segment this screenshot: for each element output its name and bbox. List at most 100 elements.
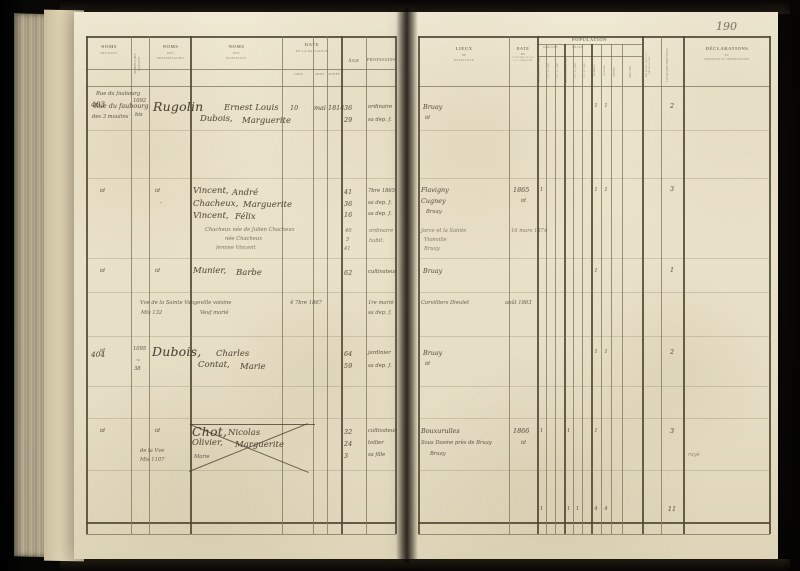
- pop-mark-garcons: 1: [539, 187, 544, 193]
- header-label: DÉCLARATIONS: [705, 46, 749, 51]
- birthplace-2: Cugney: [421, 197, 446, 205]
- page-number: 190: [716, 20, 737, 33]
- age-sub-3: 41: [344, 246, 351, 252]
- birthplace-sub-1: Jarce et la Sainte: [421, 228, 467, 234]
- birthplace-1: Flavigny: [421, 186, 449, 194]
- header-sublabel2: mentions et observations: [704, 57, 750, 61]
- profession-3: sa dep. f.: [368, 211, 392, 217]
- total-individus: 3: [669, 427, 675, 435]
- entry-date-sub: 16 mars 1874: [511, 228, 548, 234]
- age-sub-1: 40: [345, 228, 352, 234]
- profession-2: sa dep. f.: [368, 117, 392, 123]
- surname: Dubois,: [152, 344, 202, 359]
- header-pop-veufs: Veufs: [613, 67, 616, 77]
- pop-mark-hommes: 1: [594, 187, 598, 193]
- header-label: POPULATION: [571, 37, 608, 42]
- header-date-naissance: DATE de la naissance: [284, 42, 340, 54]
- header-population: POPULATION: [537, 37, 642, 44]
- street-name-upper: Rue du faubourg: [96, 91, 141, 97]
- header-numero-maison: NUMÉRO des maisons: [133, 53, 141, 75]
- birthplace-1: Bruay: [423, 349, 443, 357]
- profession-3: sa fille: [368, 452, 386, 458]
- given-name-line3: Félix: [235, 212, 256, 222]
- age-1: 41: [344, 188, 353, 196]
- header-sublabel2: l'entrée dans la commune: [512, 56, 534, 63]
- profession-2: sa dep. f.: [368, 200, 392, 206]
- totals-pop-3: 1: [575, 506, 580, 512]
- given-name: Ernest Louis: [224, 103, 279, 113]
- header-population-garcons: GARÇONS: [543, 46, 558, 49]
- marriage-note-profession: 1re marié: [368, 300, 394, 306]
- pop-mark-hommes: 1: [594, 349, 598, 355]
- given-name-line2: Marguerite: [243, 200, 293, 210]
- header-noms-des-rues: NOMS des rues: [88, 44, 130, 56]
- birthplace-sub-2: Vionville: [424, 237, 447, 243]
- header-date-annee: Année: [328, 72, 340, 76]
- row-note-line2: Mis 1107: [140, 457, 165, 463]
- pop-mark-femmes: 1: [604, 349, 608, 355]
- street-name: Rue du faubourg: [94, 102, 149, 110]
- birth-day: 10: [290, 104, 299, 112]
- header-sublabel: de: [461, 52, 467, 57]
- profession-1: 7bre 1865: [368, 188, 396, 194]
- header-pop-veuves: Veuves: [629, 65, 632, 79]
- given-name: Charles: [216, 349, 250, 359]
- birthplace-1: Bruay: [423, 103, 443, 111]
- marriage-note-profession-2: sa dep. f.: [368, 310, 392, 316]
- totals-total-individus: 11: [667, 505, 677, 513]
- header-sublabel2: propriétaires: [156, 55, 185, 60]
- header-sublabel: de la naissance: [295, 48, 329, 53]
- house-number: 1092: [133, 98, 147, 104]
- given-name: Nicolas: [228, 428, 261, 438]
- pop-mark-hommes: 1: [594, 103, 598, 109]
- entry-date-2: id: [521, 440, 526, 446]
- header-pop-garcons-col3: de 3 à 7 ans: [557, 63, 559, 79]
- sub-note-1: Chacheux née de Julien Chacheux: [205, 227, 295, 233]
- profession-1: jardinier: [368, 350, 391, 356]
- birthplace-2: Sous Dosme près de Bruay: [421, 440, 492, 446]
- header-pop-filles-col3: de 3 à 7 ans: [584, 63, 586, 79]
- profession-1: cultivateur: [368, 428, 397, 434]
- birth-year: 1814: [328, 104, 345, 112]
- header-date-entree: DATE de l'entrée dans la commune: [510, 46, 536, 64]
- marriage-note-date: 4 7bre 1867: [290, 300, 322, 306]
- header-nom-habitants: NOMS des habitants: [192, 44, 281, 60]
- age-1: 62: [344, 269, 353, 277]
- street-name-2: des 3 moulins: [92, 114, 129, 120]
- profession-sub-1: ordinaire: [369, 228, 394, 234]
- age-sub-2: 5: [346, 237, 350, 243]
- header-label: DATE: [516, 46, 530, 51]
- totals-pop-1: 1: [539, 506, 544, 512]
- spouse-given: Marguerite: [242, 116, 292, 126]
- birthplace-1: Bruay: [423, 267, 443, 275]
- header-profession: PROFESSION: [367, 58, 396, 64]
- header-lieux-naissance: LIEUX de naissance: [420, 46, 508, 62]
- header-sublabel: de: [520, 52, 526, 56]
- book-board-top-edge: [60, 0, 790, 14]
- surname-line3: Vincent,: [193, 211, 229, 221]
- surname-line2: Chacheux,: [193, 199, 239, 209]
- pop-mark-filles: 1: [566, 428, 571, 434]
- totals-pop-2: 1: [566, 506, 571, 512]
- age-2: 59: [344, 362, 353, 370]
- entry-date-2: id: [521, 198, 526, 204]
- header-age: ÂGE: [342, 58, 366, 65]
- age-1: 64: [344, 350, 353, 358]
- street-name: id: [100, 188, 105, 194]
- house-number: 1095: [133, 346, 147, 352]
- header-sublabel: des rues: [100, 50, 118, 55]
- spouse-surname: Dubois,: [200, 114, 233, 124]
- header-label: NOMS: [162, 44, 179, 49]
- header-sublabel: des: [167, 50, 174, 55]
- book-board-right-edge: [782, 0, 800, 571]
- header-label: ÂGE: [348, 58, 360, 63]
- marriage-note-place-2: août 1863: [505, 300, 532, 306]
- profession-sub-2: habit.: [369, 238, 385, 244]
- house-number-2: 38: [134, 366, 141, 372]
- cancellation-stroke-1: [190, 424, 315, 425]
- house-number-2: bis: [135, 112, 143, 118]
- street-name: id: [100, 428, 105, 434]
- header-total: TOTAL des individus: [666, 48, 669, 82]
- birthplace-sub-3: Bruay: [424, 246, 440, 252]
- spouse-surname: Contat,: [198, 360, 230, 370]
